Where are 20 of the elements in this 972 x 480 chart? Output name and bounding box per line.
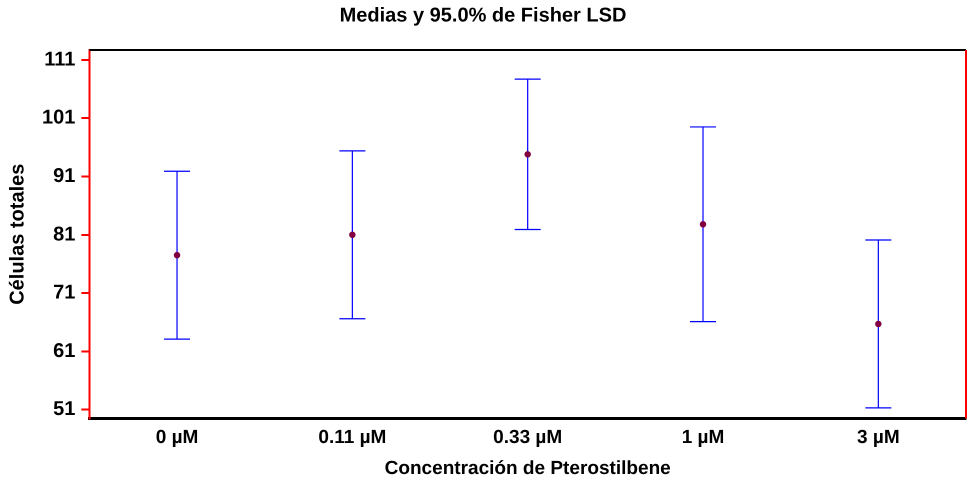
point xyxy=(700,221,706,228)
y-tick-label: 91 xyxy=(53,165,76,188)
point xyxy=(524,151,531,158)
x-tick-label: 1 µM xyxy=(682,427,724,448)
x-tick-label: 0 µM xyxy=(156,427,198,448)
y-tick-label: 81 xyxy=(53,223,76,246)
y-tick-label: 71 xyxy=(53,282,76,304)
point xyxy=(174,252,180,258)
y-tick-label: 111 xyxy=(44,48,76,70)
point xyxy=(875,320,882,328)
y-axis-title: Células totales xyxy=(6,164,29,305)
y-tick-label: 61 xyxy=(53,340,76,362)
x-tick-label: 0.11 µM xyxy=(318,427,386,448)
x-tick-label: 0.33 µM xyxy=(493,427,562,448)
y-tick-label: 101 xyxy=(42,106,76,129)
chart-title: Medias y 95.0% de Fisher LSD xyxy=(340,4,626,27)
x-axis-title: Concentración de Pterostilbene xyxy=(384,458,671,479)
y-tick-label: 51 xyxy=(53,398,76,420)
x-tick-label: 3 µM xyxy=(857,427,900,448)
point xyxy=(349,232,356,238)
